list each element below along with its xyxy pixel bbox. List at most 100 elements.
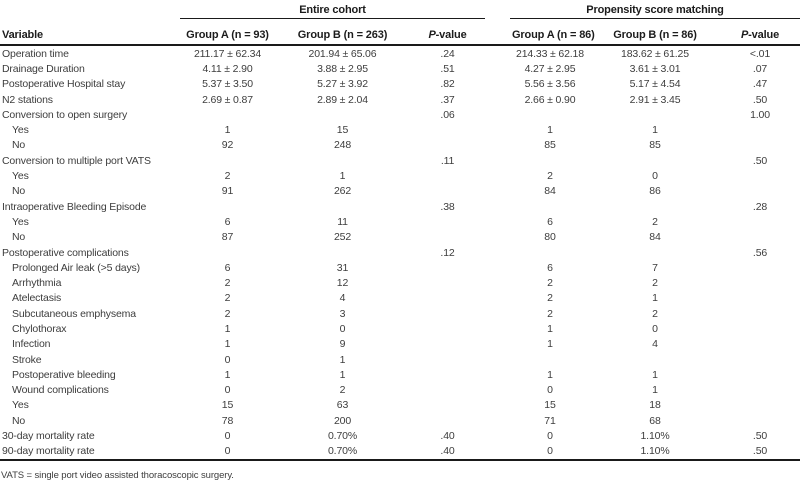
group-gap-cell — [485, 443, 510, 462]
table-row: Arrhythmia 2 12 2 2 — [0, 275, 800, 290]
group-gap-cell — [485, 306, 510, 321]
table-row: N2 stations 2.69 ± 0.87 2.89 ± 2.04 .37 2.66… — [0, 92, 800, 107]
row-value — [180, 153, 275, 168]
table-row: Stroke 0 1 — [0, 352, 800, 367]
row-value: 2.69 ± 0.87 — [202, 93, 253, 106]
variable-column-header: Variable — [0, 18, 180, 46]
row-label: Subcutaneous emphysema — [12, 307, 136, 320]
row-value — [720, 230, 800, 245]
row-label: Infection — [12, 338, 51, 351]
row-value: 1 — [224, 368, 231, 381]
row-value: 6 — [547, 215, 553, 228]
row-value — [720, 275, 800, 290]
row-value: 68 — [649, 414, 661, 427]
row-value: 0 — [339, 322, 346, 335]
row-value — [410, 138, 485, 153]
group-gap-cell — [485, 77, 510, 92]
row-value: 15 — [336, 124, 349, 137]
row-value: 0 — [547, 430, 553, 443]
row-value: 1.10% — [640, 430, 670, 443]
row-label: No — [12, 231, 26, 244]
row-value — [720, 260, 800, 275]
row-value: 0.70% — [275, 443, 410, 462]
row-value: 2 — [224, 307, 231, 320]
group-gap-cell — [485, 398, 510, 413]
row-label: Arrhythmia — [12, 277, 62, 290]
row-value: 0 — [652, 170, 658, 183]
row-value — [410, 321, 485, 336]
table-row: Subcutaneous emphysema 2 3 2 2 — [0, 306, 800, 321]
row-value — [510, 199, 590, 214]
row-value: .47 — [752, 78, 768, 91]
table-row: Postoperative bleeding 1 1 1 1 — [0, 367, 800, 382]
group-gap — [485, 18, 510, 46]
row-value: 4 — [652, 338, 658, 351]
table-row: Prolonged Air leak (>5 days) 6 31 6 7 — [0, 260, 800, 275]
row-value — [410, 306, 485, 321]
group-gap-cell — [485, 245, 510, 260]
row-value: 1 — [652, 124, 658, 137]
row-label: Chylothorax — [12, 322, 67, 335]
group-gap-cell — [485, 428, 510, 443]
row-value: 4 — [339, 292, 346, 305]
table-row: Infection 1 9 1 4 — [0, 337, 800, 352]
spanner-spacer — [0, 2, 180, 19]
row-value — [275, 107, 410, 122]
row-value: 1 — [652, 368, 658, 381]
row-value: .82 — [440, 78, 455, 91]
row-value — [720, 367, 800, 382]
row-value: 2 — [339, 384, 346, 397]
psm-pvalue-header: P-value — [720, 18, 800, 46]
table-row: No 78 200 71 68 — [0, 413, 800, 428]
row-value: 2 — [224, 170, 231, 183]
row-value: 2 — [547, 292, 553, 305]
row-value — [410, 337, 485, 352]
row-value: 2 — [547, 277, 553, 290]
row-value — [510, 107, 590, 122]
row-value: 12 — [336, 277, 349, 290]
row-value: 85 — [544, 139, 556, 152]
group-gap-cell — [485, 260, 510, 275]
table-row: Postoperative Hospital stay 5.37 ± 3.50 5.… — [0, 77, 800, 92]
row-value: 2 — [224, 292, 231, 305]
outcomes-comparison-table: Entire cohort Propensity score matching … — [0, 2, 800, 462]
row-value: 15 — [221, 399, 234, 412]
row-value — [510, 352, 590, 367]
row-label: Postoperative complications — [2, 246, 129, 259]
row-label: Conversion to multiple port VATS — [2, 154, 151, 167]
row-value — [410, 260, 485, 275]
row-value: 0 — [547, 384, 553, 397]
group-gap-cell — [485, 107, 510, 122]
table-row: Wound complications 0 2 0 1 — [0, 383, 800, 398]
row-value — [180, 107, 275, 122]
psm-group-b-header: Group B (n = 86) — [590, 18, 720, 46]
table-row: Yes 1 15 1 1 — [0, 122, 800, 137]
row-value: 7 — [652, 261, 658, 274]
row-value — [410, 214, 485, 229]
row-value: .50 — [720, 443, 800, 462]
row-value: .50 — [752, 93, 768, 106]
table-row: Atelectasis 2 4 2 1 — [0, 291, 800, 306]
row-value: 2 — [652, 215, 658, 228]
row-label: Operation time — [2, 47, 69, 60]
row-value: .11 — [440, 154, 455, 167]
table-row: Chylothorax 1 0 1 0 — [0, 321, 800, 336]
row-value — [410, 291, 485, 306]
row-value: <.01 — [749, 47, 771, 60]
group-gap-cell — [485, 337, 510, 352]
row-value: 31 — [336, 261, 349, 274]
row-value: 3.61 ± 3.01 — [629, 62, 681, 75]
row-value: 91 — [221, 185, 234, 198]
table-row: No 91 262 84 86 — [0, 184, 800, 199]
row-value: 2 — [547, 307, 553, 320]
row-value: .07 — [752, 62, 768, 75]
row-value: 2.89 ± 2.04 — [317, 93, 368, 106]
row-value — [410, 413, 485, 428]
row-value: 1 — [224, 124, 231, 137]
group-gap-cell — [485, 92, 510, 107]
row-value: 1 — [652, 292, 658, 305]
group-gap-cell — [485, 367, 510, 382]
group-gap-cell — [485, 383, 510, 398]
row-value — [590, 153, 720, 168]
